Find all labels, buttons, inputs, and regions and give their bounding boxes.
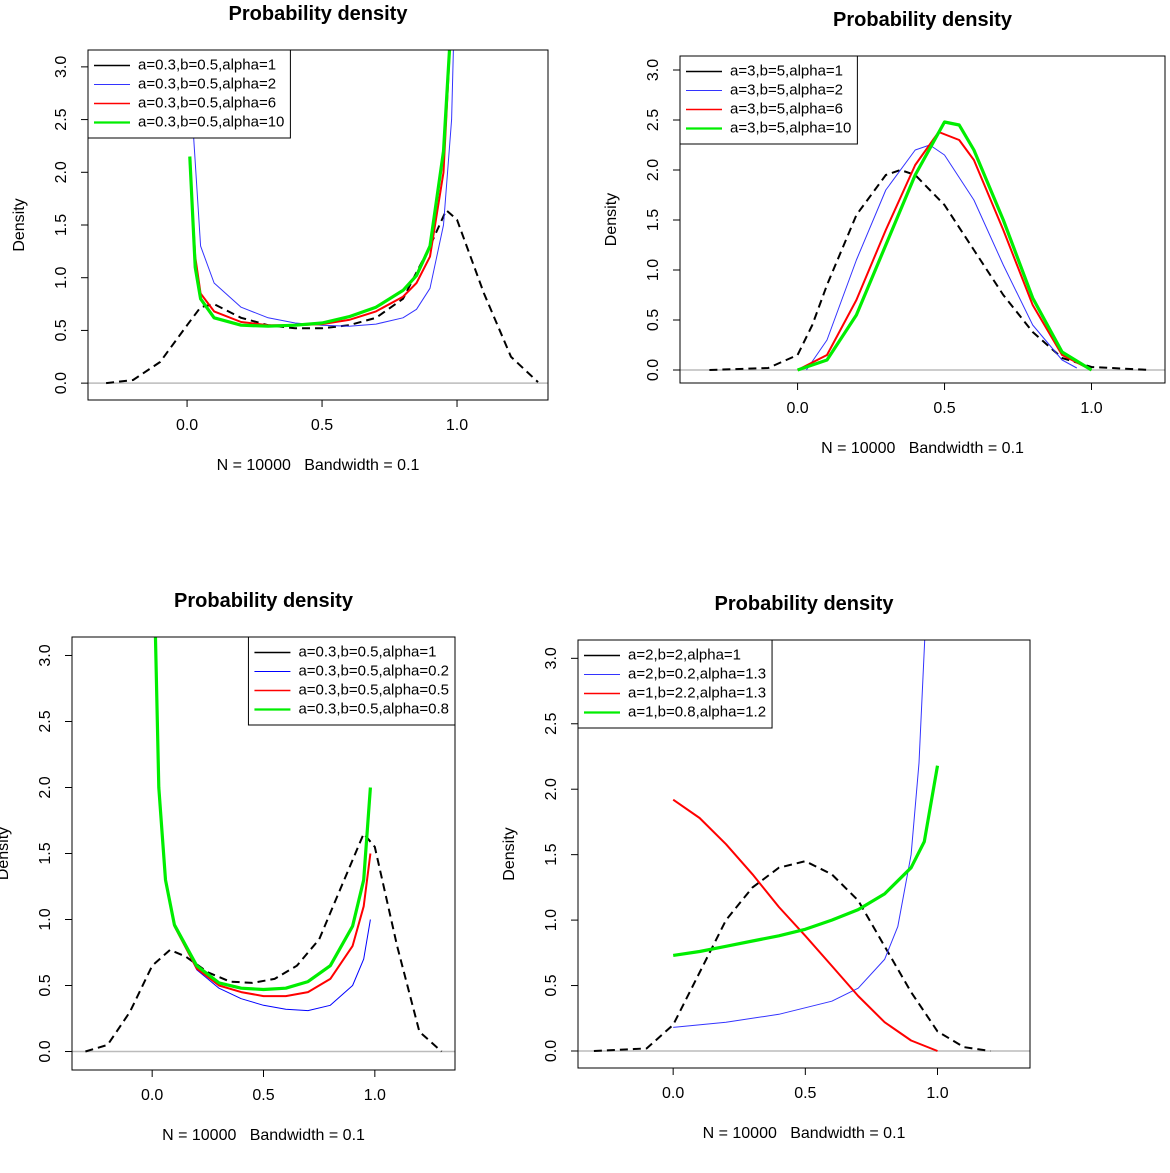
density-line	[672, 798, 938, 1052]
y-tick-label: 0.5	[645, 309, 662, 331]
legend-label: a=0.3,b=0.5,alpha=0.8	[298, 700, 449, 717]
legend-label: a=2,b=0.2,alpha=1.3	[628, 665, 766, 682]
y-tick-label: 0.0	[53, 372, 70, 394]
y-tick-label: 2.0	[543, 778, 560, 800]
panel: Probability density 0.0 0.5 1.0 1.5 2.0 2.5 3.0…	[0, 590, 456, 1144]
y-tick-label: 1.0	[53, 266, 70, 288]
y-tick-label: 2.5	[53, 108, 70, 130]
legend-label: a=0.3,b=0.5,alpha=6	[138, 94, 276, 111]
x-tick-label: 0.0	[662, 1085, 684, 1102]
legend-label: a=0.3,b=0.5,alpha=2	[138, 75, 276, 92]
x-tick-label: 1.0	[446, 417, 468, 434]
x-axis-label: N = 10000 Bandwidth = 0.1	[821, 440, 1024, 457]
y-tick-label: 2.0	[53, 161, 70, 183]
legend: a=0.3,b=0.5,alpha=1 a=0.3,b=0.5,alpha=2 a=…	[87, 49, 291, 139]
x-tick-label: 1.0	[926, 1085, 948, 1102]
legend: a=3,b=5,alpha=1 a=3,b=5,alpha=2 a=3,b=5,al…	[679, 55, 858, 145]
y-tick-label: 2.5	[645, 109, 662, 131]
plot-frame	[87, 49, 549, 401]
y-tick-label: 0.0	[37, 1040, 54, 1062]
y-axis-label: Density	[501, 827, 518, 880]
y-tick-label: 2.0	[645, 159, 662, 181]
panel: Probability density 0.0 0.5 1.0 1.5 2.0 2.5 3.0…	[11, 3, 549, 474]
y-tick-label: 1.0	[543, 909, 560, 931]
y-tick-label: 3.0	[645, 59, 662, 81]
density-line	[190, 50, 454, 327]
chart-title: Probability density	[229, 3, 409, 25]
y-axis-label: Density	[603, 193, 620, 246]
y-tick-label: 0.0	[543, 1040, 560, 1062]
y-axis-label: Density	[11, 198, 28, 251]
density-line	[105, 209, 539, 385]
y-tick-label: 3.0	[37, 644, 54, 666]
y-tick-label: 1.0	[645, 259, 662, 281]
lines	[709, 120, 1151, 372]
density-line	[153, 637, 372, 992]
plot-frame	[577, 639, 1031, 1069]
legend-label: a=3,b=5,alpha=2	[730, 81, 843, 98]
legend-label: a=3,b=5,alpha=10	[730, 119, 851, 136]
legend-label: a=3,b=5,alpha=6	[730, 100, 843, 117]
x-tick-label: 1.0	[1080, 400, 1102, 417]
x-tick-label: 0.0	[141, 1087, 163, 1104]
legend-label: a=0.3,b=0.5,alpha=0.5	[298, 681, 449, 698]
x-tick-label: 1.0	[364, 1087, 386, 1104]
panel: Probability density 0.0 0.5 1.0 1.5 2.0 2.5 3.0…	[603, 9, 1166, 457]
y-axis-label: Density	[0, 827, 12, 880]
density-line	[188, 50, 452, 328]
y-tick-label: 2.0	[37, 776, 54, 798]
x-tick-label: 0.5	[794, 1085, 816, 1102]
y-tick-label: 1.5	[37, 842, 54, 864]
y-tick-label: 3.0	[53, 56, 70, 78]
x-tick-label: 0.0	[786, 400, 808, 417]
x-tick-label: 0.0	[176, 417, 198, 434]
legend-label: a=1,b=2.2,alpha=1.3	[628, 684, 766, 701]
y-tick-label: 0.5	[53, 319, 70, 341]
y-tick-label: 3.0	[543, 647, 560, 669]
x-axis-label: N = 10000 Bandwidth = 0.1	[162, 1127, 365, 1144]
chart-title: Probability density	[174, 590, 354, 612]
density-line	[593, 860, 991, 1052]
legend-label: a=0.3,b=0.5,alpha=0.2	[298, 662, 449, 679]
density-line	[85, 832, 443, 1053]
plot-frame	[679, 55, 1166, 384]
density-line	[709, 169, 1151, 371]
y-tick-label: 2.5	[543, 713, 560, 735]
density-line	[673, 640, 926, 1028]
legend: a=0.3,b=0.5,alpha=1 a=0.3,b=0.5,alpha=0.2…	[247, 636, 456, 726]
legend-label: a=2,b=2,alpha=1	[628, 646, 741, 663]
y-tick-label: 1.5	[543, 843, 560, 865]
density-line	[797, 131, 1092, 371]
density-line	[672, 765, 940, 957]
lines	[85, 637, 443, 1053]
y-tick-label: 0.0	[645, 359, 662, 381]
legend: a=2,b=2,alpha=1 a=2,b=0.2,alpha=1.3 a=1,b=…	[577, 639, 773, 729]
y-tick-label: 1.0	[37, 908, 54, 930]
y-tick-label: 0.5	[543, 974, 560, 996]
y-tick-label: 0.5	[37, 974, 54, 996]
y-tick-label: 2.5	[37, 710, 54, 732]
density-line	[805, 144, 1078, 371]
chart-title: Probability density	[833, 9, 1013, 31]
x-tick-label: 0.5	[252, 1087, 274, 1104]
density-line	[797, 120, 1093, 372]
legend-label: a=0.3,b=0.5,alpha=10	[138, 113, 284, 130]
chart-title: Probability density	[715, 593, 895, 615]
lines	[593, 640, 991, 1052]
x-tick-label: 0.5	[933, 400, 955, 417]
legend-label: a=3,b=5,alpha=1	[730, 62, 843, 79]
lines	[105, 50, 539, 385]
y-tick-label: 1.5	[53, 214, 70, 236]
panel: Probability density 0.0 0.5 1.0 1.5 2.0 2.5 3.0…	[501, 593, 1031, 1142]
legend-label: a=0.3,b=0.5,alpha=1	[298, 643, 436, 660]
legend-label: a=1,b=0.8,alpha=1.2	[628, 703, 766, 720]
y-tick-label: 1.5	[645, 209, 662, 231]
x-tick-label: 0.5	[311, 417, 333, 434]
x-axis-label: N = 10000 Bandwidth = 0.1	[217, 457, 420, 474]
legend-label: a=0.3,b=0.5,alpha=1	[138, 56, 276, 73]
x-axis-label: N = 10000 Bandwidth = 0.1	[703, 1125, 906, 1142]
